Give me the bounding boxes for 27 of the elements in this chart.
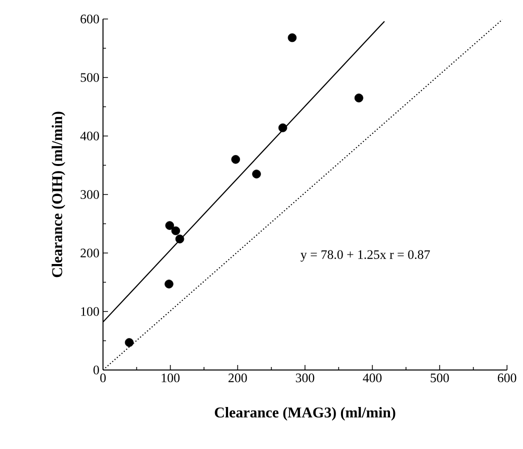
point <box>175 234 184 244</box>
y-tick-label: 100 <box>81 307 99 316</box>
x-tick-label: 300 <box>296 374 314 382</box>
x-tick-label: 400 <box>362 374 382 382</box>
point <box>171 226 180 236</box>
point <box>165 221 174 230</box>
x-tick-label: 200 <box>228 374 247 382</box>
y-tick-label: 500 <box>80 73 99 82</box>
x-tick-label: 600 <box>498 374 516 382</box>
point <box>288 33 297 42</box>
y-tick-label: 600 <box>80 14 99 24</box>
y-tick-label: 200 <box>80 248 99 258</box>
y-axis-title: Clearance (OIH) (ml/min) <box>52 112 66 278</box>
point <box>252 170 261 178</box>
point <box>164 280 174 288</box>
y-tick-label: 0 <box>94 366 99 374</box>
x-tick-label: 0 <box>100 374 106 382</box>
annotation: y = 78.0 + 1.25x r = 0.87 <box>300 250 430 262</box>
point <box>124 338 134 347</box>
x-axis-title: Clearance (MAG3) (ml/min) <box>214 407 396 421</box>
point <box>278 123 288 132</box>
x-tick-label: 100 <box>162 374 180 382</box>
point <box>231 155 240 164</box>
y-tick-label: 400 <box>80 132 99 140</box>
y-tick-label: 300 <box>80 190 99 199</box>
point <box>354 94 364 102</box>
x-tick-label: 500 <box>430 374 449 382</box>
